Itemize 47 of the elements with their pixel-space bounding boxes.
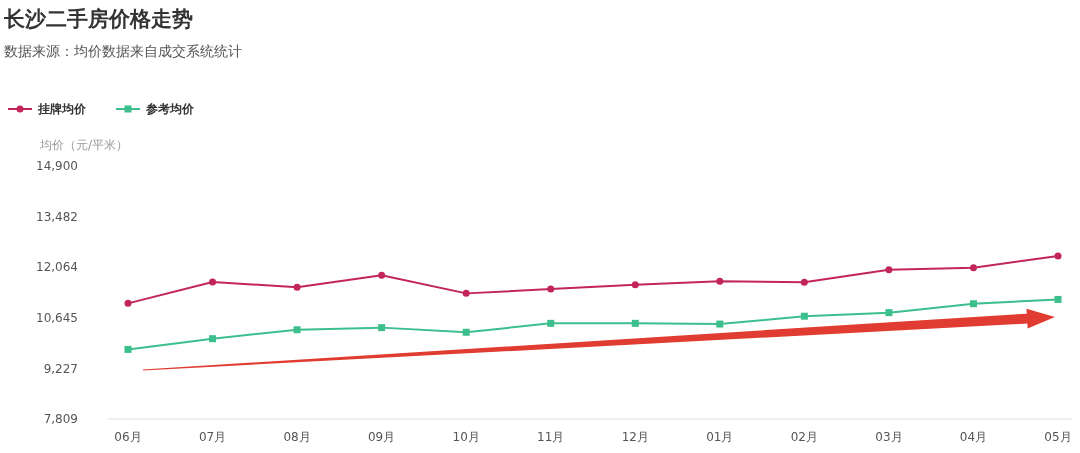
y-tick-label: 9,227 <box>43 361 78 376</box>
point <box>124 299 132 307</box>
point <box>631 319 639 327</box>
point <box>969 264 977 272</box>
point <box>716 320 724 328</box>
point <box>547 319 555 327</box>
point <box>378 324 386 332</box>
point <box>378 271 386 279</box>
point <box>716 277 724 285</box>
y-tick-label: 14,900 <box>36 159 78 174</box>
y-tick-label: 7,809 <box>43 412 78 427</box>
point <box>885 266 893 274</box>
point <box>631 281 639 289</box>
point <box>969 300 977 308</box>
point <box>124 345 132 353</box>
y-tick-label: 10,645 <box>36 311 78 326</box>
y-tick-label: 13,482 <box>36 209 78 224</box>
point <box>209 278 217 286</box>
point <box>800 278 808 286</box>
point <box>462 289 470 297</box>
point <box>293 283 301 291</box>
x-tick-label: 07月 <box>198 430 227 444</box>
y-axis-title: 均价（元/平米） <box>39 138 129 152</box>
point <box>293 326 301 334</box>
point <box>1054 252 1062 260</box>
x-tick-label: 10月 <box>452 430 480 444</box>
x-tick-label: 03月 <box>875 430 903 444</box>
x-tick-label: 12月 <box>621 430 649 444</box>
legend-label: 参考均价 <box>145 102 195 116</box>
point <box>800 312 808 320</box>
point <box>209 335 217 343</box>
point <box>885 309 893 317</box>
chart-title: 长沙二手房价格走势 <box>3 7 193 31</box>
x-tick-label: 02月 <box>790 430 818 444</box>
x-tick-label: 06月 <box>114 430 142 444</box>
point <box>462 328 470 336</box>
x-tick-label: 08月 <box>283 430 311 444</box>
x-tick-label: 04月 <box>959 430 988 444</box>
point <box>1054 295 1062 303</box>
x-tick-label: 05月 <box>1044 430 1072 444</box>
x-tick-label: 11月 <box>537 430 565 444</box>
y-tick-label: 12,064 <box>36 260 78 275</box>
x-tick-label: 09月 <box>368 430 396 444</box>
legend-label: 挂牌均价 <box>37 102 87 116</box>
x-tick-label: 01月 <box>706 430 734 444</box>
chart-subtitle: 数据来源：均价数据来自成交系统统计 <box>4 43 242 59</box>
point <box>547 285 555 293</box>
